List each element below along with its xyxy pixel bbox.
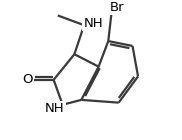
Text: NH: NH [83, 17, 103, 30]
Text: Br: Br [110, 1, 125, 14]
Text: NH: NH [45, 102, 65, 115]
Text: O: O [22, 73, 33, 86]
